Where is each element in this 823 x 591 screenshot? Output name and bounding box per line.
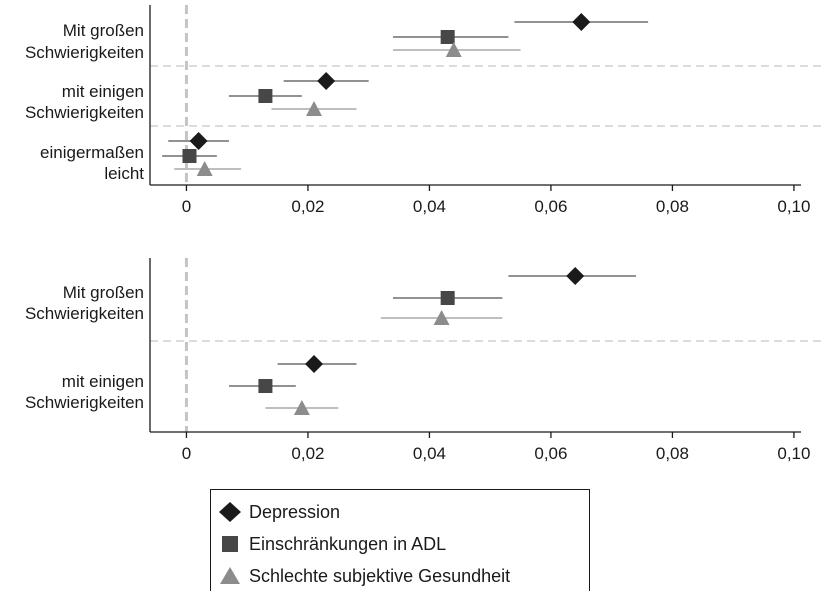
point-einschraenkungen-in-adl bbox=[440, 30, 455, 44]
x-tick-label: 0,10 bbox=[777, 197, 810, 216]
category-label: Schwierigkeiten bbox=[25, 43, 144, 62]
point-einschraenkungen-in-adl bbox=[182, 149, 197, 163]
legend-item-health: Schlechte subjektive Gesundheit bbox=[217, 564, 510, 588]
x-tick-label: 0,02 bbox=[291, 197, 324, 216]
category-label: Mit großen bbox=[63, 283, 144, 302]
x-tick-label: 0,06 bbox=[534, 197, 567, 216]
legend-item-adl: Einschränkungen in ADL bbox=[217, 532, 446, 556]
x-tick-label: 0,04 bbox=[413, 197, 446, 216]
legend-label-adl: Einschränkungen in ADL bbox=[249, 533, 447, 554]
diamond-marker-icon bbox=[219, 502, 241, 522]
legend-label-health: Schlechte subjektive Gesundheit bbox=[249, 565, 511, 586]
category-label: leicht bbox=[104, 164, 144, 183]
coefficient-figure: 0 0,02 0,04 0,06 0,08 0,10 Mit großen Schwierig… bbox=[25, 5, 823, 463]
category-label: mit einigen bbox=[62, 372, 144, 391]
x-tick-label: 0,08 bbox=[656, 444, 689, 463]
panel-top: 0 0,02 0,04 0,06 0,08 0,10 Mit großen Schwierig… bbox=[25, 5, 823, 216]
point-schlechte-subjektive-gesundheit bbox=[293, 400, 310, 415]
category-label: einigermaßen bbox=[40, 143, 144, 162]
point-depression bbox=[572, 13, 591, 31]
legend-label-depression: Depression bbox=[249, 501, 341, 522]
category-label: mit einigen bbox=[62, 82, 144, 101]
point-depression bbox=[189, 132, 208, 150]
x-tick-label: 0,08 bbox=[656, 197, 689, 216]
category-label: Schwierigkeiten bbox=[25, 103, 144, 122]
legend-item-depression: Depression bbox=[217, 500, 340, 524]
category-label: Schwierigkeiten bbox=[25, 304, 144, 323]
x-tick-label: 0,04 bbox=[413, 444, 446, 463]
point-schlechte-subjektive-gesundheit bbox=[433, 310, 450, 325]
x-tick-label: 0,06 bbox=[534, 444, 567, 463]
x-tick-label: 0,02 bbox=[291, 444, 324, 463]
triangle-marker-icon bbox=[220, 567, 240, 584]
point-einschraenkungen-in-adl bbox=[440, 291, 455, 305]
panel-bottom: 0 0,02 0,04 0,06 0,08 0,10 Mit großen Schwierig… bbox=[25, 258, 823, 463]
point-depression bbox=[566, 267, 585, 285]
point-einschraenkungen-in-adl bbox=[258, 89, 273, 103]
x-tick-label: 0 bbox=[182, 197, 191, 216]
point-depression bbox=[305, 355, 324, 373]
point-einschraenkungen-in-adl bbox=[258, 379, 273, 393]
x-tick-label: 0,10 bbox=[777, 444, 810, 463]
square-marker-icon bbox=[222, 536, 238, 552]
point-schlechte-subjektive-gesundheit bbox=[196, 161, 213, 176]
point-depression bbox=[317, 72, 336, 90]
legend: Depression Einschränkungen in ADL Schlec… bbox=[210, 489, 590, 591]
category-label: Schwierigkeiten bbox=[25, 393, 144, 412]
point-schlechte-subjektive-gesundheit bbox=[445, 42, 462, 57]
category-label: Mit großen bbox=[63, 21, 144, 40]
x-tick-label: 0 bbox=[182, 444, 191, 463]
point-schlechte-subjektive-gesundheit bbox=[306, 101, 323, 116]
